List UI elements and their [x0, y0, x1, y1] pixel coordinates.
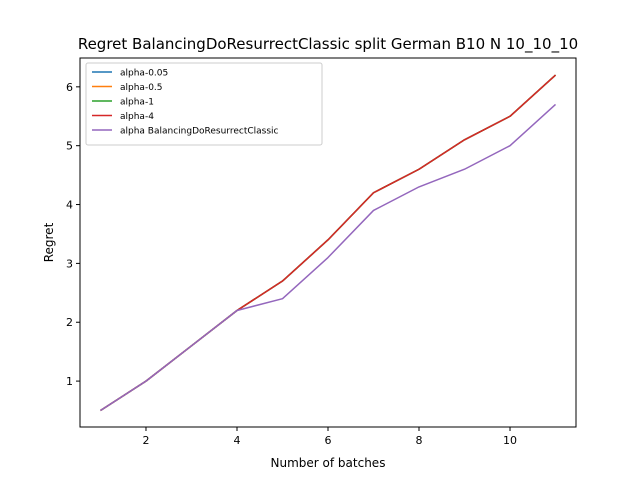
series-lines [100, 74, 557, 412]
y-tick-label: 1 [66, 375, 73, 388]
x-tick-label: 2 [142, 434, 149, 447]
x-axis-label: Number of batches [271, 456, 386, 470]
y-tick-label: 6 [66, 81, 73, 94]
y-tick-label: 3 [66, 257, 73, 270]
x-tick-label: 8 [416, 434, 423, 447]
legend-box [85, 62, 323, 146]
x-tick-label: 10 [503, 434, 517, 447]
y-tick-label: 2 [66, 316, 73, 329]
legend: alpha-0.05 alpha-0.5 alpha-1 alpha-4 alpha B… [85, 62, 323, 146]
x-tick-label: 6 [325, 434, 332, 447]
chart-title: Regret BalancingDoResurrectClassic split… [78, 35, 578, 54]
y-tick-label: 5 [66, 140, 73, 153]
x-tick-label: 4 [233, 434, 240, 447]
series-line-4 [100, 103, 557, 412]
legend-label: alpha-1 [120, 98, 154, 108]
legend-label: alpha-0.05 [120, 69, 168, 79]
legend-label: alpha BalancingDoResurrectClassic [120, 127, 279, 137]
y-tick-label: 4 [66, 199, 73, 212]
legend-label: alpha-0.5 [120, 83, 163, 93]
y-axis-label: Regret [42, 222, 56, 262]
legend-label: alpha-4 [120, 112, 154, 122]
plot-frame [79, 57, 577, 428]
